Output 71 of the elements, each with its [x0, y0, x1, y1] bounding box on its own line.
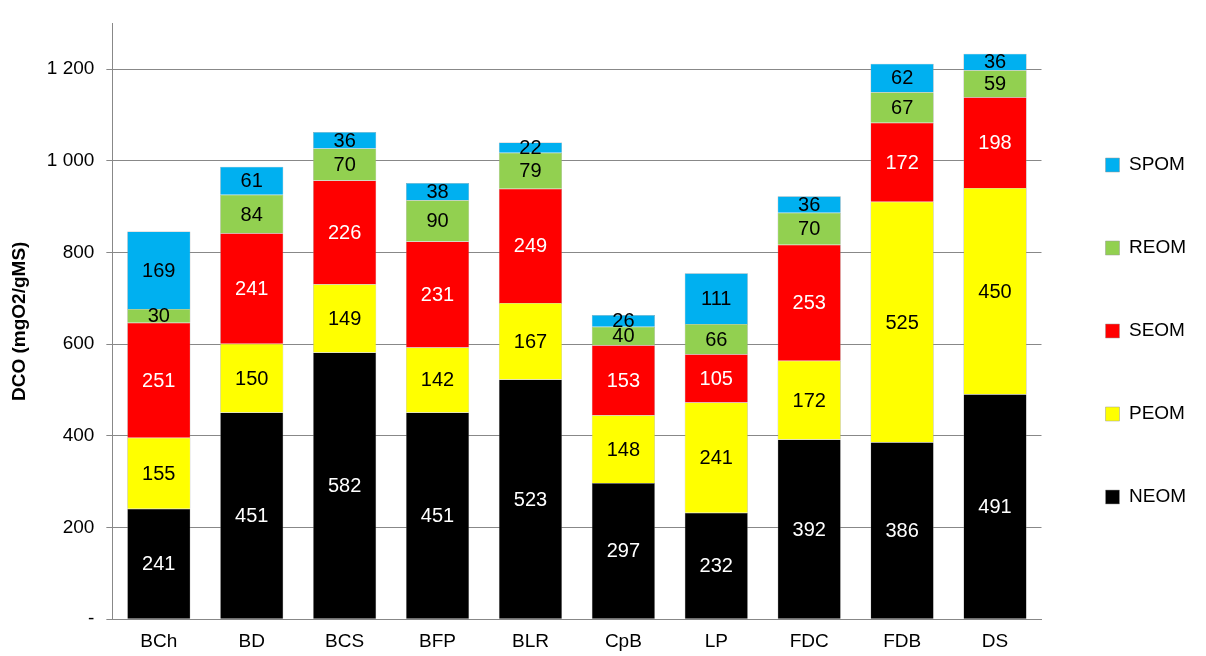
y-axis-title: DCO (mgO2/gMS): [7, 241, 29, 401]
data-label: 148: [606, 437, 641, 460]
data-label: 249: [513, 234, 548, 257]
data-label: 241: [235, 277, 269, 300]
data-label: 450: [978, 279, 1012, 302]
legend-label: NEOM: [1129, 485, 1186, 507]
data-label: 167: [513, 329, 548, 352]
y-tick-label: 200: [62, 515, 95, 537]
x-tick-label: BLR: [511, 629, 549, 651]
y-tick-label: 1 000: [46, 149, 95, 171]
legend-label: SPOM: [1129, 153, 1185, 175]
data-label: 582: [327, 474, 362, 497]
data-label: 111: [701, 287, 732, 310]
y-tick-label: 1 200: [46, 57, 95, 79]
legend-label: SEOM: [1129, 319, 1185, 341]
x-tick-label: FDC: [789, 629, 829, 651]
data-label: 79: [519, 159, 542, 182]
data-label: 169: [142, 258, 176, 281]
data-label: 61: [240, 169, 263, 192]
data-label: 198: [978, 131, 1012, 154]
x-tick-label: BD: [238, 629, 265, 651]
data-label: 36: [333, 128, 356, 151]
data-label: 90: [426, 209, 449, 232]
data-label: 525: [885, 310, 919, 333]
data-label: 241: [699, 446, 733, 469]
data-label: 38: [426, 180, 449, 203]
data-label: 62: [891, 66, 914, 89]
data-label: 253: [792, 291, 826, 314]
x-tick-label: CpB: [604, 629, 642, 651]
data-label: 84: [240, 202, 263, 225]
data-label: 523: [513, 487, 548, 510]
y-tick-label: 600: [62, 332, 95, 354]
data-label: 231: [420, 283, 455, 305]
data-label: 36: [798, 192, 821, 215]
x-tick-label: LP: [704, 629, 728, 651]
data-label: 392: [792, 517, 826, 540]
data-label: 241: [142, 552, 176, 575]
data-label: 451: [420, 504, 455, 527]
data-label: 251: [142, 368, 176, 391]
data-label: 491: [978, 494, 1012, 517]
data-label: 226: [327, 220, 362, 243]
data-label: 30: [147, 304, 170, 327]
data-label: 70: [333, 153, 356, 176]
data-label: 232: [699, 554, 733, 577]
data-label: 36: [983, 50, 1007, 73]
data-label: 150: [235, 366, 269, 389]
data-label: 66: [705, 327, 728, 350]
data-label: 142: [420, 368, 455, 391]
data-label: 386: [885, 519, 919, 542]
legend-label: REOM: [1129, 236, 1186, 258]
x-tick-label: BCh: [140, 629, 178, 651]
x-tick-label: DS: [981, 629, 1009, 651]
data-label: 155: [142, 461, 176, 484]
data-label: 153: [606, 368, 641, 391]
x-tick-label: FDB: [883, 629, 922, 651]
data-label: 297: [606, 539, 641, 562]
legend-label: PEOM: [1129, 402, 1185, 424]
data-label: 172: [885, 150, 919, 173]
data-label: 22: [519, 136, 542, 159]
y-tick-label: 400: [62, 424, 95, 446]
data-label: 67: [891, 96, 914, 119]
y-tick-label: -: [88, 607, 95, 629]
x-tick-label: BCS: [325, 629, 365, 651]
data-label: 59: [983, 72, 1007, 95]
data-label: 70: [798, 217, 821, 240]
data-label: 149: [327, 306, 362, 329]
y-tick-label: 800: [62, 240, 95, 262]
data-label: 105: [699, 366, 733, 389]
data-label: 172: [792, 388, 826, 411]
x-tick-label: BFP: [419, 629, 457, 651]
data-label: 451: [235, 504, 269, 527]
